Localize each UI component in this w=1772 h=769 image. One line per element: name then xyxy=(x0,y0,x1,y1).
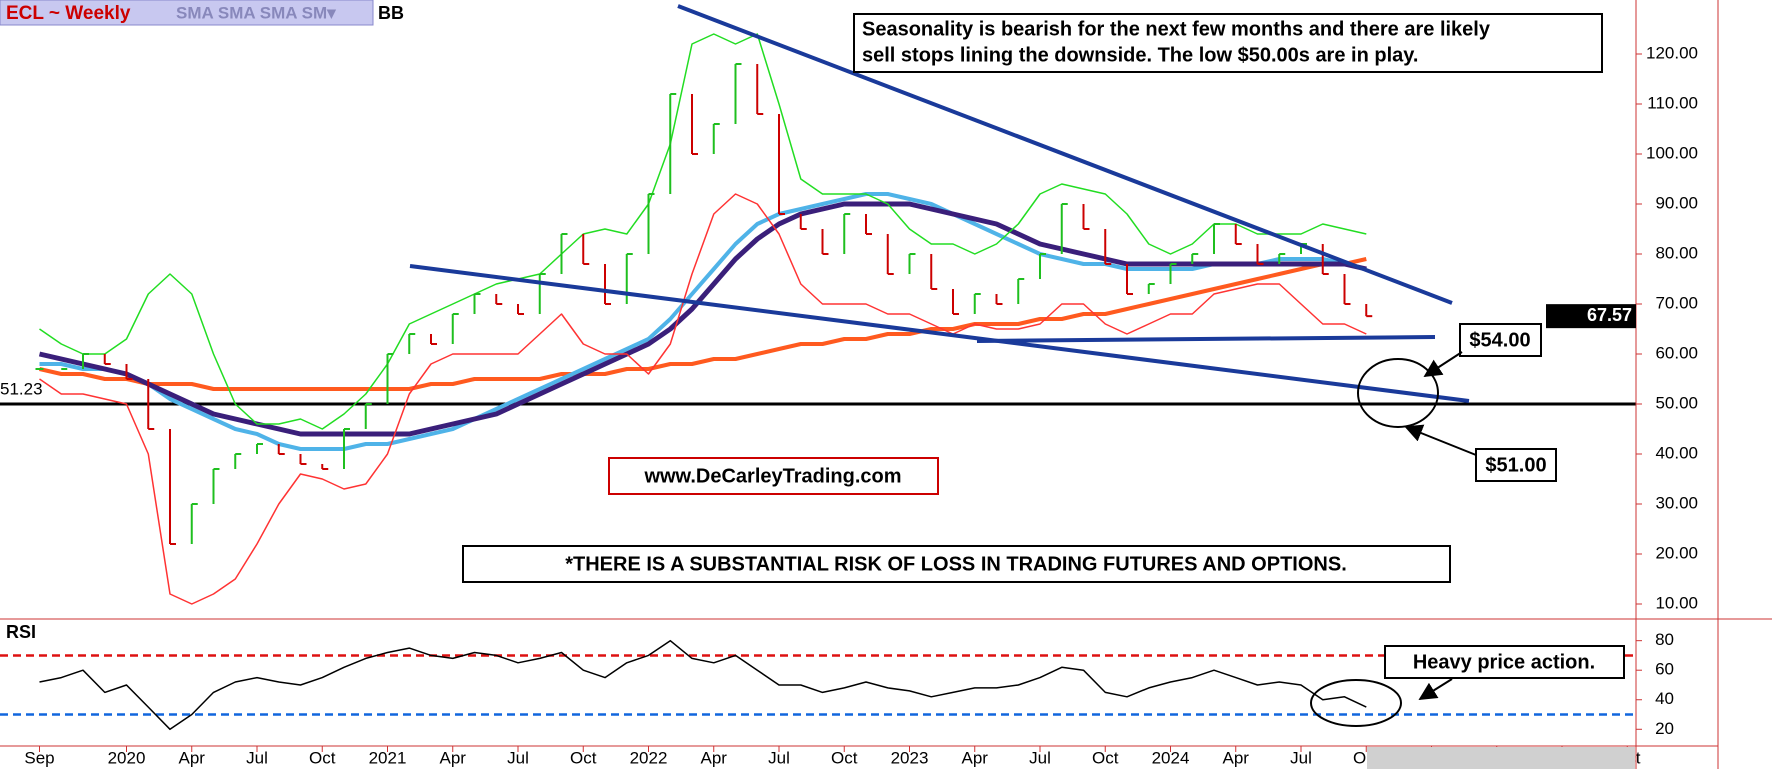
indicator-line xyxy=(39,193,1367,605)
y-tick-label: 20.00 xyxy=(1655,543,1698,562)
x-tick-label: Jul xyxy=(1290,748,1312,767)
symbol-title: ECL ~ Weekly xyxy=(6,3,131,24)
note-line: Seasonality is bearish for the next few … xyxy=(862,18,1491,40)
x-tick-label: Apr xyxy=(1223,748,1250,767)
y-tick-label: 40 xyxy=(1655,689,1674,708)
x-tick-label: Apr xyxy=(440,748,467,767)
band-label: BB xyxy=(378,3,404,23)
arrow xyxy=(1423,351,1463,377)
marker-price: 51.23 xyxy=(0,379,43,398)
note-box xyxy=(853,13,1603,73)
axis-highlight xyxy=(1367,747,1635,769)
x-tick-label: 2021 xyxy=(369,748,407,767)
indicator-line xyxy=(39,33,1367,430)
trend-line xyxy=(409,264,1470,403)
note-box xyxy=(1384,645,1625,679)
y-tick-label: 20 xyxy=(1655,719,1674,738)
note-box xyxy=(1475,448,1557,482)
indicator-line xyxy=(39,192,1367,451)
trend-line xyxy=(677,4,1453,305)
x-tick-label: 2023 xyxy=(891,748,929,767)
x-tick-label: Oct xyxy=(1092,748,1119,767)
y-tick-label: 100.00 xyxy=(1646,143,1698,162)
y-tick-label: 70.00 xyxy=(1655,293,1698,312)
circle xyxy=(1310,679,1402,727)
last-price: 67.57 xyxy=(1587,305,1632,325)
x-tick-label: Jul xyxy=(768,748,790,767)
x-tick-label: Oct xyxy=(309,748,336,767)
circle xyxy=(1357,358,1439,428)
trend-line xyxy=(976,335,1436,343)
x-tick-label: 2024 xyxy=(1152,748,1190,767)
note-box xyxy=(1459,323,1542,357)
y-tick-label: 40.00 xyxy=(1655,443,1698,462)
x-tick-label: Sep xyxy=(24,748,54,767)
note-box xyxy=(608,457,939,495)
x-tick-label: Apr xyxy=(701,748,728,767)
indicator-line xyxy=(39,257,1367,391)
website: www.DeCarleyTrading.com xyxy=(643,465,901,487)
rsi-title: RSI xyxy=(6,622,36,642)
note-line: sell stops lining the downside. The low … xyxy=(862,44,1418,66)
y-tick-label: 50.00 xyxy=(1655,393,1698,412)
x-tick-label: 2022 xyxy=(630,748,668,767)
x-tick-label: Jul xyxy=(1029,748,1051,767)
note-box xyxy=(462,545,1451,583)
x-tick-label: Oct xyxy=(570,748,597,767)
x-tick-label: 2020 xyxy=(108,748,146,767)
y-tick-label: 30.00 xyxy=(1655,493,1698,512)
target-label: $54.00 xyxy=(1469,329,1530,351)
y-tick-label: 110.00 xyxy=(1647,93,1698,112)
disclaimer: *THERE IS A SUBSTANTIAL RISK OF LOSS IN … xyxy=(565,553,1347,575)
y-tick-label: 80.00 xyxy=(1655,243,1698,262)
x-tick-label: Jul xyxy=(507,748,529,767)
x-tick-label: Oct xyxy=(831,748,858,767)
last-price-box xyxy=(1546,304,1636,329)
y-tick-label: 60.00 xyxy=(1655,343,1698,362)
header-box[interactable] xyxy=(0,0,374,26)
indicators: SMA SMA SMA SM▾ xyxy=(176,3,337,22)
x-tick-label: Apr xyxy=(962,748,989,767)
y-tick-label: 60 xyxy=(1655,660,1674,679)
rsi-note: Heavy price action. xyxy=(1413,651,1595,673)
x-tick-label: Apr xyxy=(179,748,206,767)
y-tick-label: 80 xyxy=(1655,630,1674,649)
rsi-line xyxy=(39,639,1367,731)
arrow xyxy=(1418,678,1453,700)
indicator-line xyxy=(38,201,1367,437)
arrow xyxy=(1404,424,1477,456)
overlay: 51.23 67.57 xyxy=(0,304,1636,398)
x-tick-label: Jul xyxy=(246,748,268,767)
y-tick-label: 90.00 xyxy=(1655,193,1698,212)
y-tick-label: 10.00 xyxy=(1655,593,1698,612)
target-label: $51.00 xyxy=(1485,454,1546,476)
y-tick-label: 120.00 xyxy=(1646,43,1698,62)
